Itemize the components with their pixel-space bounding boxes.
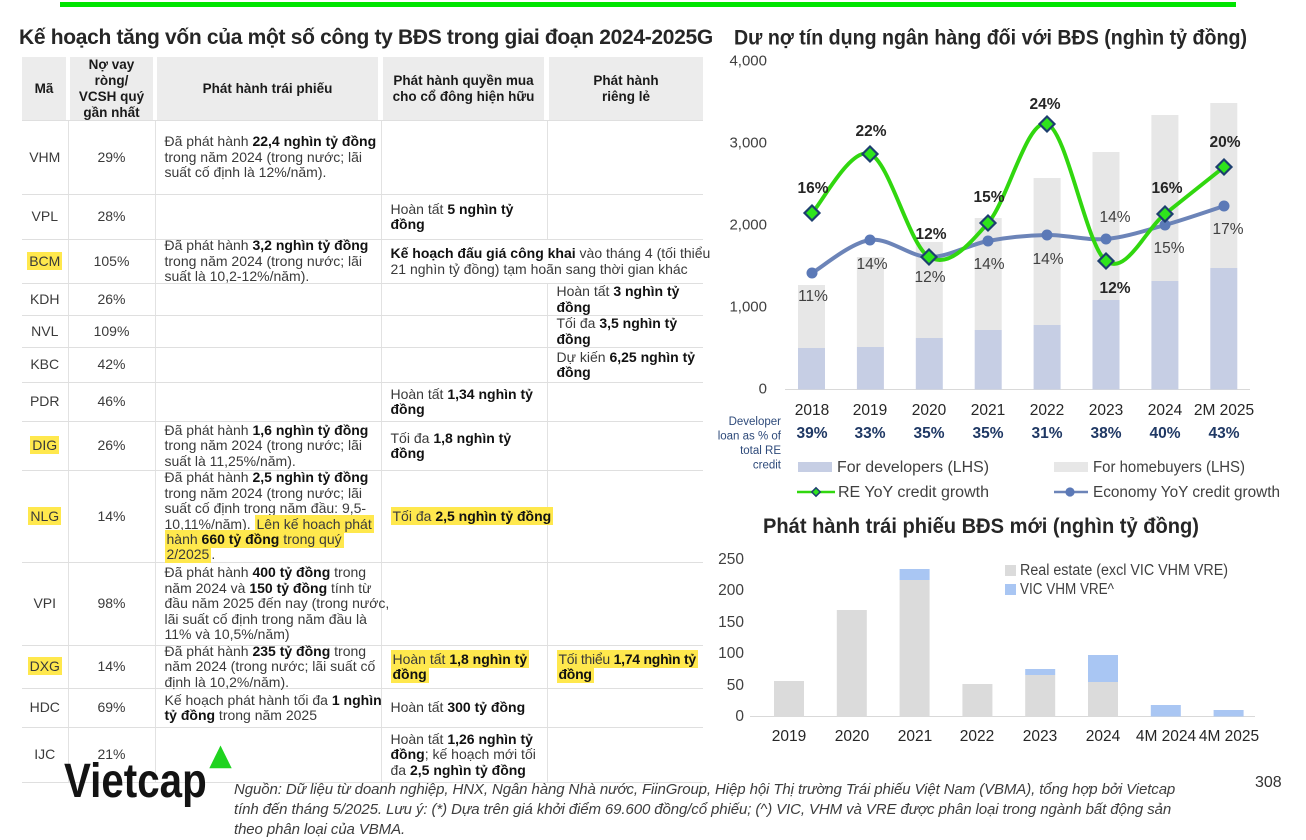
svg-text:2022: 2022 xyxy=(1030,402,1064,419)
svg-text:2M 2025: 2M 2025 xyxy=(1194,402,1254,419)
svg-text:2020: 2020 xyxy=(912,402,947,419)
svg-text:2022: 2022 xyxy=(960,728,994,745)
svg-text:For homebuyers (LHS): For homebuyers (LHS) xyxy=(1093,459,1245,476)
svg-text:43%: 43% xyxy=(1208,425,1239,442)
svg-text:16%: 16% xyxy=(1151,180,1182,197)
svg-text:4,000: 4,000 xyxy=(729,53,767,70)
svg-text:2020: 2020 xyxy=(835,728,870,745)
svg-text:VIC VHM VRE^: VIC VHM VRE^ xyxy=(1020,581,1115,598)
svg-text:2021: 2021 xyxy=(898,728,932,745)
svg-text:35%: 35% xyxy=(913,425,944,442)
svg-text:150: 150 xyxy=(718,614,744,631)
svg-text:15%: 15% xyxy=(973,189,1004,206)
svg-text:11%: 11% xyxy=(798,288,828,305)
svg-text:Phát hành trái phiếu BĐS mới (: Phát hành trái phiếu BĐS mới (nghìn tỷ đ… xyxy=(763,515,1199,538)
svg-text:39%: 39% xyxy=(796,425,827,442)
svg-text:loan as % of: loan as % of xyxy=(718,431,782,443)
svg-text:4M 2025: 4M 2025 xyxy=(1199,728,1259,745)
svg-text:1,000: 1,000 xyxy=(729,299,767,316)
svg-text:20%: 20% xyxy=(1209,134,1240,151)
svg-text:22%: 22% xyxy=(855,123,886,140)
svg-text:2024: 2024 xyxy=(1086,728,1121,745)
svg-text:total RE: total RE xyxy=(740,445,781,457)
svg-text:14%: 14% xyxy=(856,256,887,273)
svg-text:12%: 12% xyxy=(915,226,946,243)
svg-text:100: 100 xyxy=(718,645,744,662)
svg-text:200: 200 xyxy=(718,582,744,599)
svg-text:Developer: Developer xyxy=(729,416,782,428)
svg-text:2018: 2018 xyxy=(795,402,829,419)
svg-text:Real estate (excl VIC VHM VRE): Real estate (excl VIC VHM VRE) xyxy=(1020,562,1228,579)
svg-text:40%: 40% xyxy=(1149,425,1180,442)
svg-text:2019: 2019 xyxy=(853,402,887,419)
svg-text:2024: 2024 xyxy=(1148,402,1183,419)
svg-text:2023: 2023 xyxy=(1089,402,1123,419)
svg-text:2021: 2021 xyxy=(971,402,1005,419)
svg-text:0: 0 xyxy=(735,708,744,725)
svg-text:4M 2024: 4M 2024 xyxy=(1136,728,1197,745)
svg-text:RE YoY credit growth: RE YoY credit growth xyxy=(838,484,989,501)
svg-text:16%: 16% xyxy=(797,180,828,197)
svg-text:3,000: 3,000 xyxy=(729,135,767,152)
svg-text:38%: 38% xyxy=(1090,425,1121,442)
svg-text:Economy YoY credit growth: Economy YoY credit growth xyxy=(1093,484,1280,501)
svg-text:Dư nợ tín dụng ngân hàng đối v: Dư nợ tín dụng ngân hàng đối với BĐS (ng… xyxy=(734,27,1247,50)
svg-text:17%: 17% xyxy=(1212,221,1243,238)
svg-text:0: 0 xyxy=(759,381,767,398)
svg-text:14%: 14% xyxy=(973,256,1004,273)
svg-text:50: 50 xyxy=(727,677,745,694)
svg-text:31%: 31% xyxy=(1031,425,1062,442)
svg-text:250: 250 xyxy=(718,551,744,568)
svg-text:24%: 24% xyxy=(1029,96,1060,113)
svg-text:2,000: 2,000 xyxy=(729,217,767,234)
svg-text:12%: 12% xyxy=(1099,280,1130,297)
svg-text:credit: credit xyxy=(753,460,782,472)
svg-text:12%: 12% xyxy=(914,269,945,286)
svg-text:14%: 14% xyxy=(1032,251,1063,268)
svg-text:15%: 15% xyxy=(1153,240,1184,257)
svg-text:33%: 33% xyxy=(854,425,885,442)
svg-text:2023: 2023 xyxy=(1023,728,1057,745)
svg-text:35%: 35% xyxy=(972,425,1003,442)
svg-text:14%: 14% xyxy=(1099,209,1130,226)
svg-text:2019: 2019 xyxy=(772,728,806,745)
svg-text:For developers (LHS): For developers (LHS) xyxy=(837,459,989,476)
